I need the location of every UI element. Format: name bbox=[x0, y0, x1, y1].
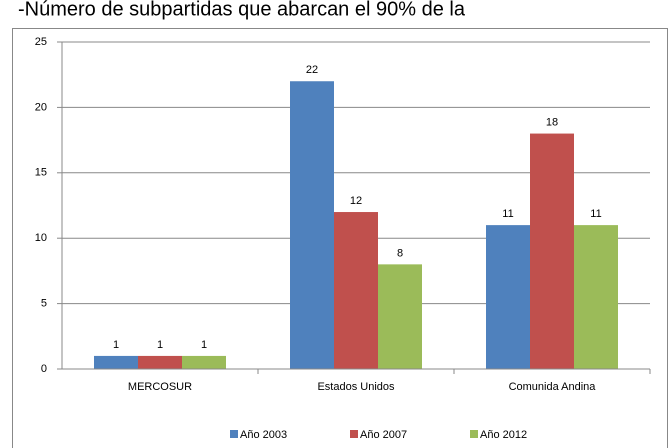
data-label: 22 bbox=[306, 64, 318, 76]
data-label: 1 bbox=[157, 339, 163, 351]
bar bbox=[378, 264, 422, 369]
y-tick-label: 20 bbox=[35, 101, 47, 113]
x-tick-label: MERCOSUR bbox=[128, 381, 192, 393]
data-label: 12 bbox=[350, 195, 362, 207]
bar bbox=[486, 225, 530, 369]
data-label: 1 bbox=[113, 339, 119, 351]
legend-label: Año 2003 bbox=[240, 429, 287, 441]
x-tick-label: Estados Unidos bbox=[317, 381, 395, 393]
bar bbox=[530, 133, 574, 369]
x-tick-label: Comunida Andina bbox=[509, 381, 597, 393]
legend-swatch bbox=[350, 430, 358, 438]
data-label: 18 bbox=[546, 116, 558, 128]
data-label: 11 bbox=[590, 208, 601, 220]
bar bbox=[94, 355, 138, 369]
legend-swatch bbox=[230, 430, 238, 438]
data-label: 11 bbox=[502, 208, 513, 220]
chart-title: -Número de subpartidas que abarcan el 90… bbox=[18, 0, 466, 20]
legend-label: Año 2012 bbox=[480, 429, 527, 441]
y-tick-label: 25 bbox=[35, 36, 47, 48]
bar bbox=[182, 355, 226, 369]
bar bbox=[290, 81, 334, 370]
legend-label: Año 2007 bbox=[360, 429, 407, 441]
y-tick-label: 10 bbox=[35, 232, 47, 244]
data-label: 8 bbox=[397, 247, 403, 259]
y-tick-label: 5 bbox=[41, 298, 47, 310]
legend-swatch bbox=[470, 430, 478, 438]
y-tick-label: 0 bbox=[41, 363, 47, 375]
data-label: 1 bbox=[201, 339, 207, 351]
y-tick-label: 15 bbox=[35, 167, 47, 179]
bar bbox=[138, 355, 182, 369]
bar bbox=[574, 225, 618, 369]
bar bbox=[334, 212, 378, 369]
